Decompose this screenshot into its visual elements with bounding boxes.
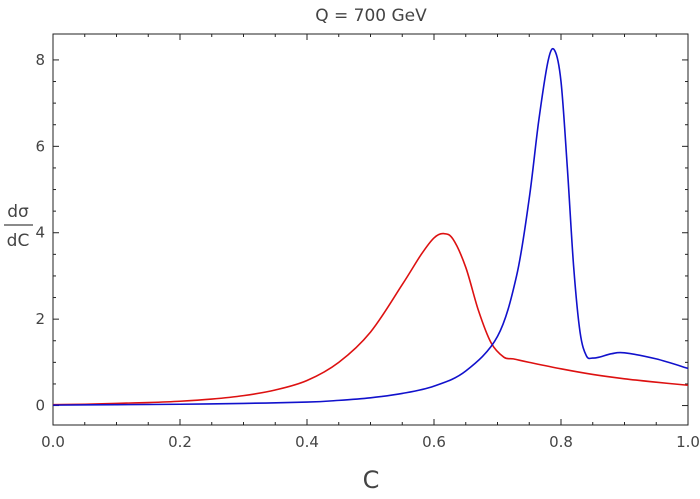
y-axis-label-numerator: dσ <box>7 202 29 222</box>
y-tick-label: 0 <box>35 397 45 415</box>
series-line-2 <box>52 47 689 406</box>
y-tick-label: 2 <box>35 310 45 328</box>
x-tick-label: 0.6 <box>422 433 446 451</box>
y-tick-label: 6 <box>35 137 45 155</box>
y-axis-label-denominator: dC <box>7 231 30 251</box>
x-tick-label: 0.2 <box>168 433 192 451</box>
plot-frame <box>52 33 689 426</box>
y-axis-label: dσ dC <box>4 202 33 251</box>
y-tick-label: 8 <box>35 51 45 69</box>
y-tick-label: 4 <box>35 224 45 242</box>
x-tick-label: 0.0 <box>41 433 65 451</box>
series-line-1 <box>52 232 689 406</box>
chart-title: Q = 700 GeV <box>315 6 427 26</box>
axes: 0.0 0.2 0.4 0.6 0.8 1.0 0 2 4 6 8 <box>35 34 700 451</box>
x-tick-label: 0.8 <box>549 433 573 451</box>
series-layer <box>52 47 689 406</box>
x-tick-label: 1.0 <box>676 433 700 451</box>
x-tick-label: 0.4 <box>295 433 319 451</box>
x-axis-label: C <box>363 466 380 494</box>
